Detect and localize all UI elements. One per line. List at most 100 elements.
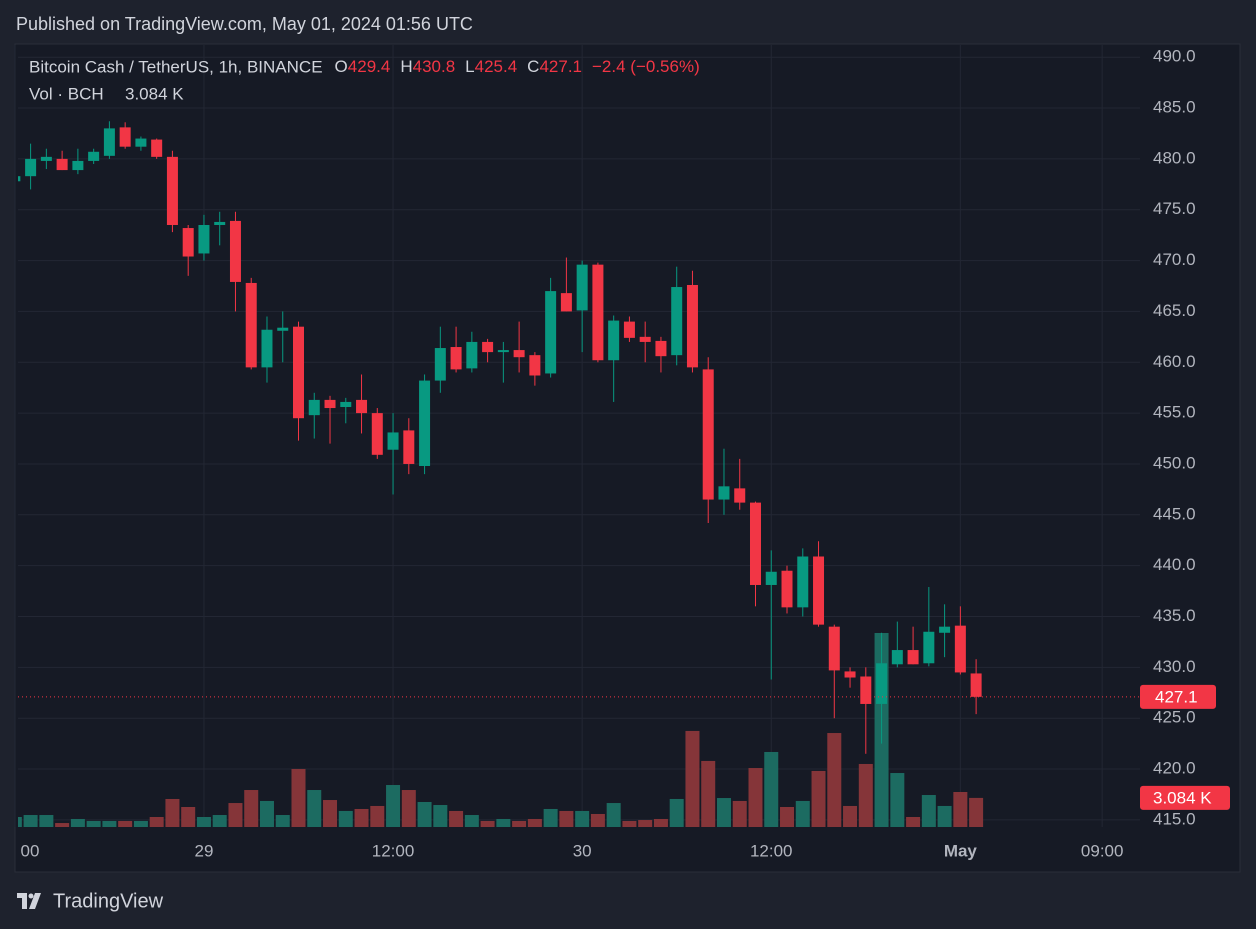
last-price-label: 427.1 [1155,687,1198,706]
candle-body [56,158,68,171]
volume-bar [622,820,637,827]
x-tick-label: May [944,841,978,860]
candle-body [419,380,431,466]
candle-body [876,663,888,704]
volume-bar [890,773,905,827]
volume-bar [921,795,936,827]
y-tick-label: 470.0 [1153,250,1196,269]
volume-bar [18,816,22,827]
volume-bar [323,800,338,827]
candle-body [72,160,84,171]
ohlc-label: C [527,57,539,76]
candle-body [214,221,226,225]
candle-body [813,556,825,625]
volume-bar [291,768,306,827]
candle-body [88,151,100,161]
volume-bar [953,791,968,827]
volume-legend-value: 3.084 K [125,84,184,103]
brand-logo-dot [28,893,34,899]
y-tick-label: 480.0 [1153,148,1196,167]
y-tick-label: 450.0 [1153,453,1196,472]
volume-bar [196,816,211,827]
volume-bar [811,770,826,827]
ohlc-value: 427.1 [539,57,582,76]
volume-bar [401,790,416,827]
y-tick-label: 430.0 [1153,657,1196,676]
y-tick-label: 460.0 [1153,352,1196,371]
ohlc-legend: O429.4 H430.8 L425.4 C427.1 −2.4 (−0.56%) [335,57,700,76]
volume-bar [55,823,70,827]
volume-bar [843,805,858,827]
candle-body [482,341,494,353]
candle-body [277,327,289,331]
volume-bar [606,803,621,827]
y-tick-label: 435.0 [1153,606,1196,625]
candle-body [387,432,399,450]
candle-body [891,650,903,665]
volume-bar [165,798,180,827]
ohlc-value: 430.8 [413,57,456,76]
volume-bar [370,805,385,827]
candle-body [923,631,935,664]
y-tick-label: 440.0 [1153,555,1196,574]
candle-body [229,220,241,282]
candle-body [340,401,352,408]
candle-body [324,399,336,409]
volume-bar [716,798,731,827]
y-tick-label: 485.0 [1153,98,1196,117]
change: −2.4 (−0.56%) [592,57,700,76]
candle-body [655,340,667,357]
x-tick-label: 29 [194,841,213,860]
volume-bar [433,805,448,827]
candle-body [450,347,462,370]
volume-bar [795,800,810,827]
volume-bar [338,810,353,827]
candle-body [40,156,52,161]
brand-name: TradingView [53,890,164,912]
volume-bar [464,815,479,827]
candle-body [592,264,604,361]
candle-body [860,676,872,704]
x-tick-label: 09:00 [1081,841,1124,860]
candle-body [576,264,588,311]
candle-body [702,369,714,500]
candle-body [166,156,178,225]
volume-bar [70,818,85,827]
volume-bar [181,806,196,827]
candle-body [545,291,557,374]
x-tick-label: 12:00 [750,841,793,860]
volume-bar [937,805,952,827]
volume-bar [575,810,590,827]
volume-bar [496,818,511,827]
published-note: Published on TradingView.com, May 01, 20… [16,14,473,34]
candle-body [103,128,115,156]
volume-bar [685,730,700,827]
candle-body [734,488,746,503]
volume-bar [590,813,605,827]
volume-bar [732,800,747,827]
volume-bar [133,820,148,827]
candle-body [308,399,320,416]
volume-bar [417,801,432,827]
volume-bar [86,820,101,827]
volume-bar [969,797,984,827]
volume-bar [543,808,558,827]
candle-body [18,176,21,182]
symbol: Bitcoin Cash / TetherUS, 1h, BINANCE [29,57,323,76]
candle-body [749,502,761,585]
volume-bar [275,815,290,827]
candle-body [245,282,257,368]
candle-body [293,326,304,419]
candle-body [608,320,620,361]
brand-logo [17,893,41,909]
candle-body [765,571,777,585]
volume-bar [259,800,274,827]
candle-body [529,355,541,376]
candle-body [466,341,478,369]
candle-body [623,321,635,338]
candle-body [403,430,415,464]
volume-bar [638,820,653,827]
candle-layer [18,121,982,754]
volume-bar [39,815,54,827]
